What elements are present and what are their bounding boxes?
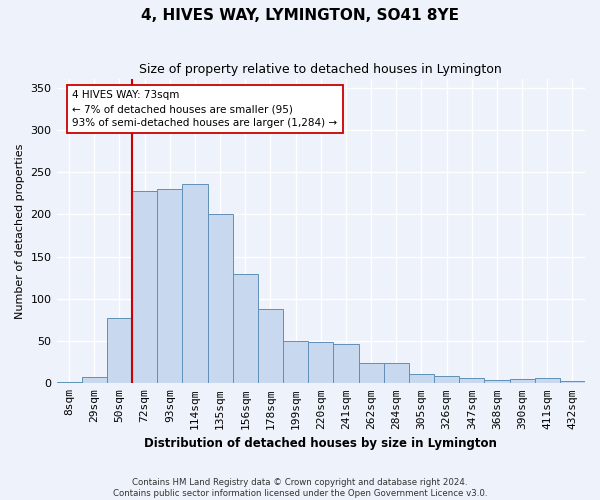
X-axis label: Distribution of detached houses by size in Lymington: Distribution of detached houses by size …	[145, 437, 497, 450]
Y-axis label: Number of detached properties: Number of detached properties	[15, 144, 25, 319]
Bar	[157, 189, 182, 384]
Bar	[509, 379, 535, 384]
Text: Contains HM Land Registry data © Crown copyright and database right 2024.
Contai: Contains HM Land Registry data © Crown c…	[113, 478, 487, 498]
Bar	[82, 376, 107, 384]
Bar	[208, 214, 233, 384]
Bar	[107, 318, 132, 384]
Bar	[182, 184, 208, 384]
Bar	[560, 381, 585, 384]
Bar	[359, 363, 383, 384]
Title: Size of property relative to detached houses in Lymington: Size of property relative to detached ho…	[139, 62, 502, 76]
Bar	[535, 378, 560, 384]
Text: 4 HIVES WAY: 73sqm
← 7% of detached houses are smaller (95)
93% of semi-detached: 4 HIVES WAY: 73sqm ← 7% of detached hous…	[73, 90, 338, 128]
Bar	[409, 374, 434, 384]
Bar	[383, 363, 409, 384]
Bar	[56, 382, 82, 384]
Bar	[434, 376, 459, 384]
Bar	[484, 380, 509, 384]
Bar	[283, 341, 308, 384]
Bar	[308, 342, 334, 384]
Bar	[132, 191, 157, 384]
Text: 4, HIVES WAY, LYMINGTON, SO41 8YE: 4, HIVES WAY, LYMINGTON, SO41 8YE	[141, 8, 459, 22]
Bar	[334, 344, 359, 384]
Bar	[233, 274, 258, 384]
Bar	[258, 309, 283, 384]
Bar	[459, 378, 484, 384]
